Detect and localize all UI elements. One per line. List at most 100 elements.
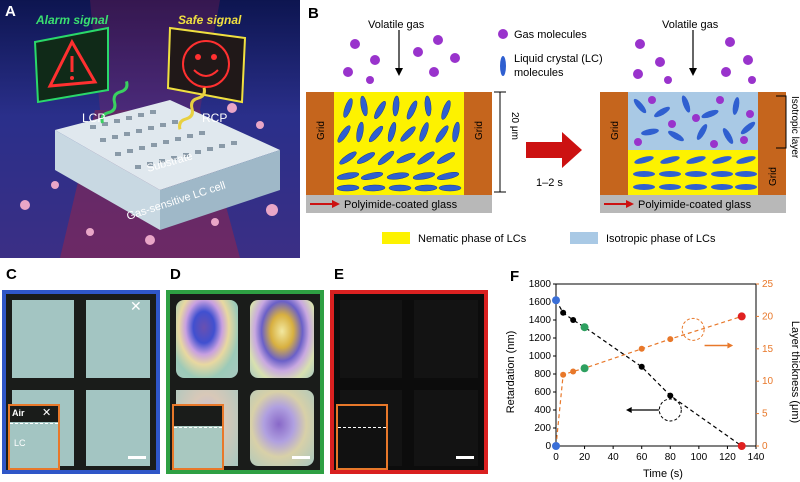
x-tick-label: 20 [579, 452, 591, 463]
grid-label-right: Grid [474, 121, 485, 140]
inset-interface-line [338, 427, 386, 428]
data-point [638, 363, 645, 370]
panel-f-chart: 0 20 40 60 80 100 120 1400200400600800100012001… [505, 279, 800, 480]
y-axis-left-label: Retardation (nm) [505, 331, 517, 414]
lc-pixel [414, 300, 478, 378]
y-right-tick-label: 5 [762, 409, 768, 420]
time-label: 1–2 s [536, 177, 563, 189]
y-right-tick-label: 25 [762, 279, 774, 290]
lcp-label: LCP [82, 111, 105, 125]
panel-c-label: C [6, 266, 17, 283]
lc-cell-top [55, 100, 280, 190]
x-tick-label: 80 [665, 452, 677, 463]
y-left-tick-label: 1800 [529, 279, 552, 290]
grid-block-left [306, 92, 334, 212]
isotropic-bracket [776, 95, 787, 149]
rcp-helix [178, 87, 206, 130]
gas-sphere [266, 204, 278, 216]
panel-d-label: D [170, 266, 181, 283]
safe-screen [166, 26, 247, 104]
lc-cell-right [160, 150, 280, 230]
grid-label-left: Grid [316, 121, 327, 140]
lc-pixel [86, 300, 150, 378]
glass-label-right: Polyimide-coated glass [638, 199, 752, 211]
glass-arrowhead-left [332, 200, 340, 208]
alarm-triangle-icon [47, 38, 98, 88]
chart-marks [552, 296, 746, 450]
glass-substrate-2 [600, 195, 786, 213]
inset-cross-section: Air ✕ LC [8, 404, 60, 470]
data-point [552, 296, 560, 305]
series-line-retardation [555, 299, 743, 447]
glass-arrowhead-right [626, 200, 634, 208]
x-axis-label: Time (s) [643, 468, 683, 480]
grid-label-left-2: Grid [610, 121, 621, 140]
gas-arrowhead-left [395, 68, 403, 76]
arrowhead-right [727, 342, 734, 349]
lc-pixel [250, 390, 314, 466]
legend-nematic-swatch [382, 232, 410, 244]
data-point [667, 392, 674, 399]
rcp-label: RCP [202, 111, 227, 125]
inset-interface-line [174, 427, 222, 428]
data-point [737, 312, 746, 321]
inset-air-region [174, 406, 222, 426]
grid-block-right [464, 92, 492, 212]
transition-arrow [526, 132, 582, 168]
x-tick-label: 60 [636, 452, 648, 463]
legend-nematic-label: Nematic phase of LCs [418, 233, 527, 245]
smiley-eye [211, 54, 217, 60]
y-right-tick-label: 20 [762, 311, 774, 322]
panel-a-illustration: Alarm signal Safe signal LCP RCP Substra… [20, 0, 280, 258]
y-left-tick-label: 1600 [529, 297, 552, 308]
panel-a: Alarm signal Safe signal LCP RCP Substra… [0, 0, 300, 258]
y-left-tick-label: 1200 [529, 333, 552, 344]
gas-sphere [20, 200, 30, 210]
gas-molecule-legend-icon [498, 29, 508, 39]
grid-label-right-2: Grid [768, 167, 779, 186]
data-point [560, 309, 567, 316]
chart-axes: 0 20 40 60 80 100 120 1400200400600800100012001… [529, 279, 774, 463]
inset-cross-icon: ✕ [42, 407, 52, 419]
volatile-gas-left-label: Volatile gas [368, 19, 425, 31]
grid-block-right-2 [758, 92, 786, 212]
x-tick-label: 140 [748, 452, 765, 463]
panel-b-schematic: Volatile gas Gas molecules Liquid crysta… [306, 19, 800, 245]
y-left-tick-label: 600 [534, 387, 551, 398]
lc-molecules-disordered [633, 95, 756, 144]
glass-label-left: Polyimide-coated glass [344, 199, 458, 211]
data-point [570, 368, 577, 375]
y-left-tick-label: 200 [534, 423, 551, 434]
inset-cross-section [336, 404, 388, 470]
lc-molecule-legend-icon [500, 56, 506, 76]
inset-cross-section [172, 404, 224, 470]
data-point [570, 317, 577, 323]
panel-f-label: F [510, 268, 520, 285]
scale-bar [292, 456, 310, 459]
scale-bar [456, 456, 474, 459]
gas-sphere [51, 181, 59, 189]
x-tick-label: 40 [608, 452, 620, 463]
gas-sphere [211, 218, 219, 226]
y-right-tick-label: 15 [762, 344, 774, 355]
grid-pattern [90, 110, 237, 169]
x-tick-label: 0 [553, 452, 559, 463]
volatile-gas-right-label: Volatile gas [662, 19, 719, 31]
y-left-tick-label: 400 [534, 405, 551, 416]
lc-pixel [12, 300, 74, 378]
lc-molecules-aligned [633, 156, 757, 190]
data-point [667, 336, 674, 343]
data-point [560, 371, 567, 378]
gas-sphere [86, 228, 94, 236]
gas-sphere [227, 103, 237, 113]
arrowhead-left [626, 407, 632, 413]
gas-molecules-left [343, 35, 460, 84]
alarm-exclamation-dot [70, 76, 74, 80]
scale-bar [128, 456, 146, 459]
inset-air-label: Air [12, 408, 25, 418]
smiley-face-icon [182, 40, 230, 88]
y-axis-right-label: Layer thickness (μm) [789, 321, 800, 423]
thickness-annotation-circle [681, 317, 705, 341]
lc-molecules-label-line1: Liquid crystal (LC) [514, 53, 603, 65]
gas-sphere [145, 235, 155, 245]
